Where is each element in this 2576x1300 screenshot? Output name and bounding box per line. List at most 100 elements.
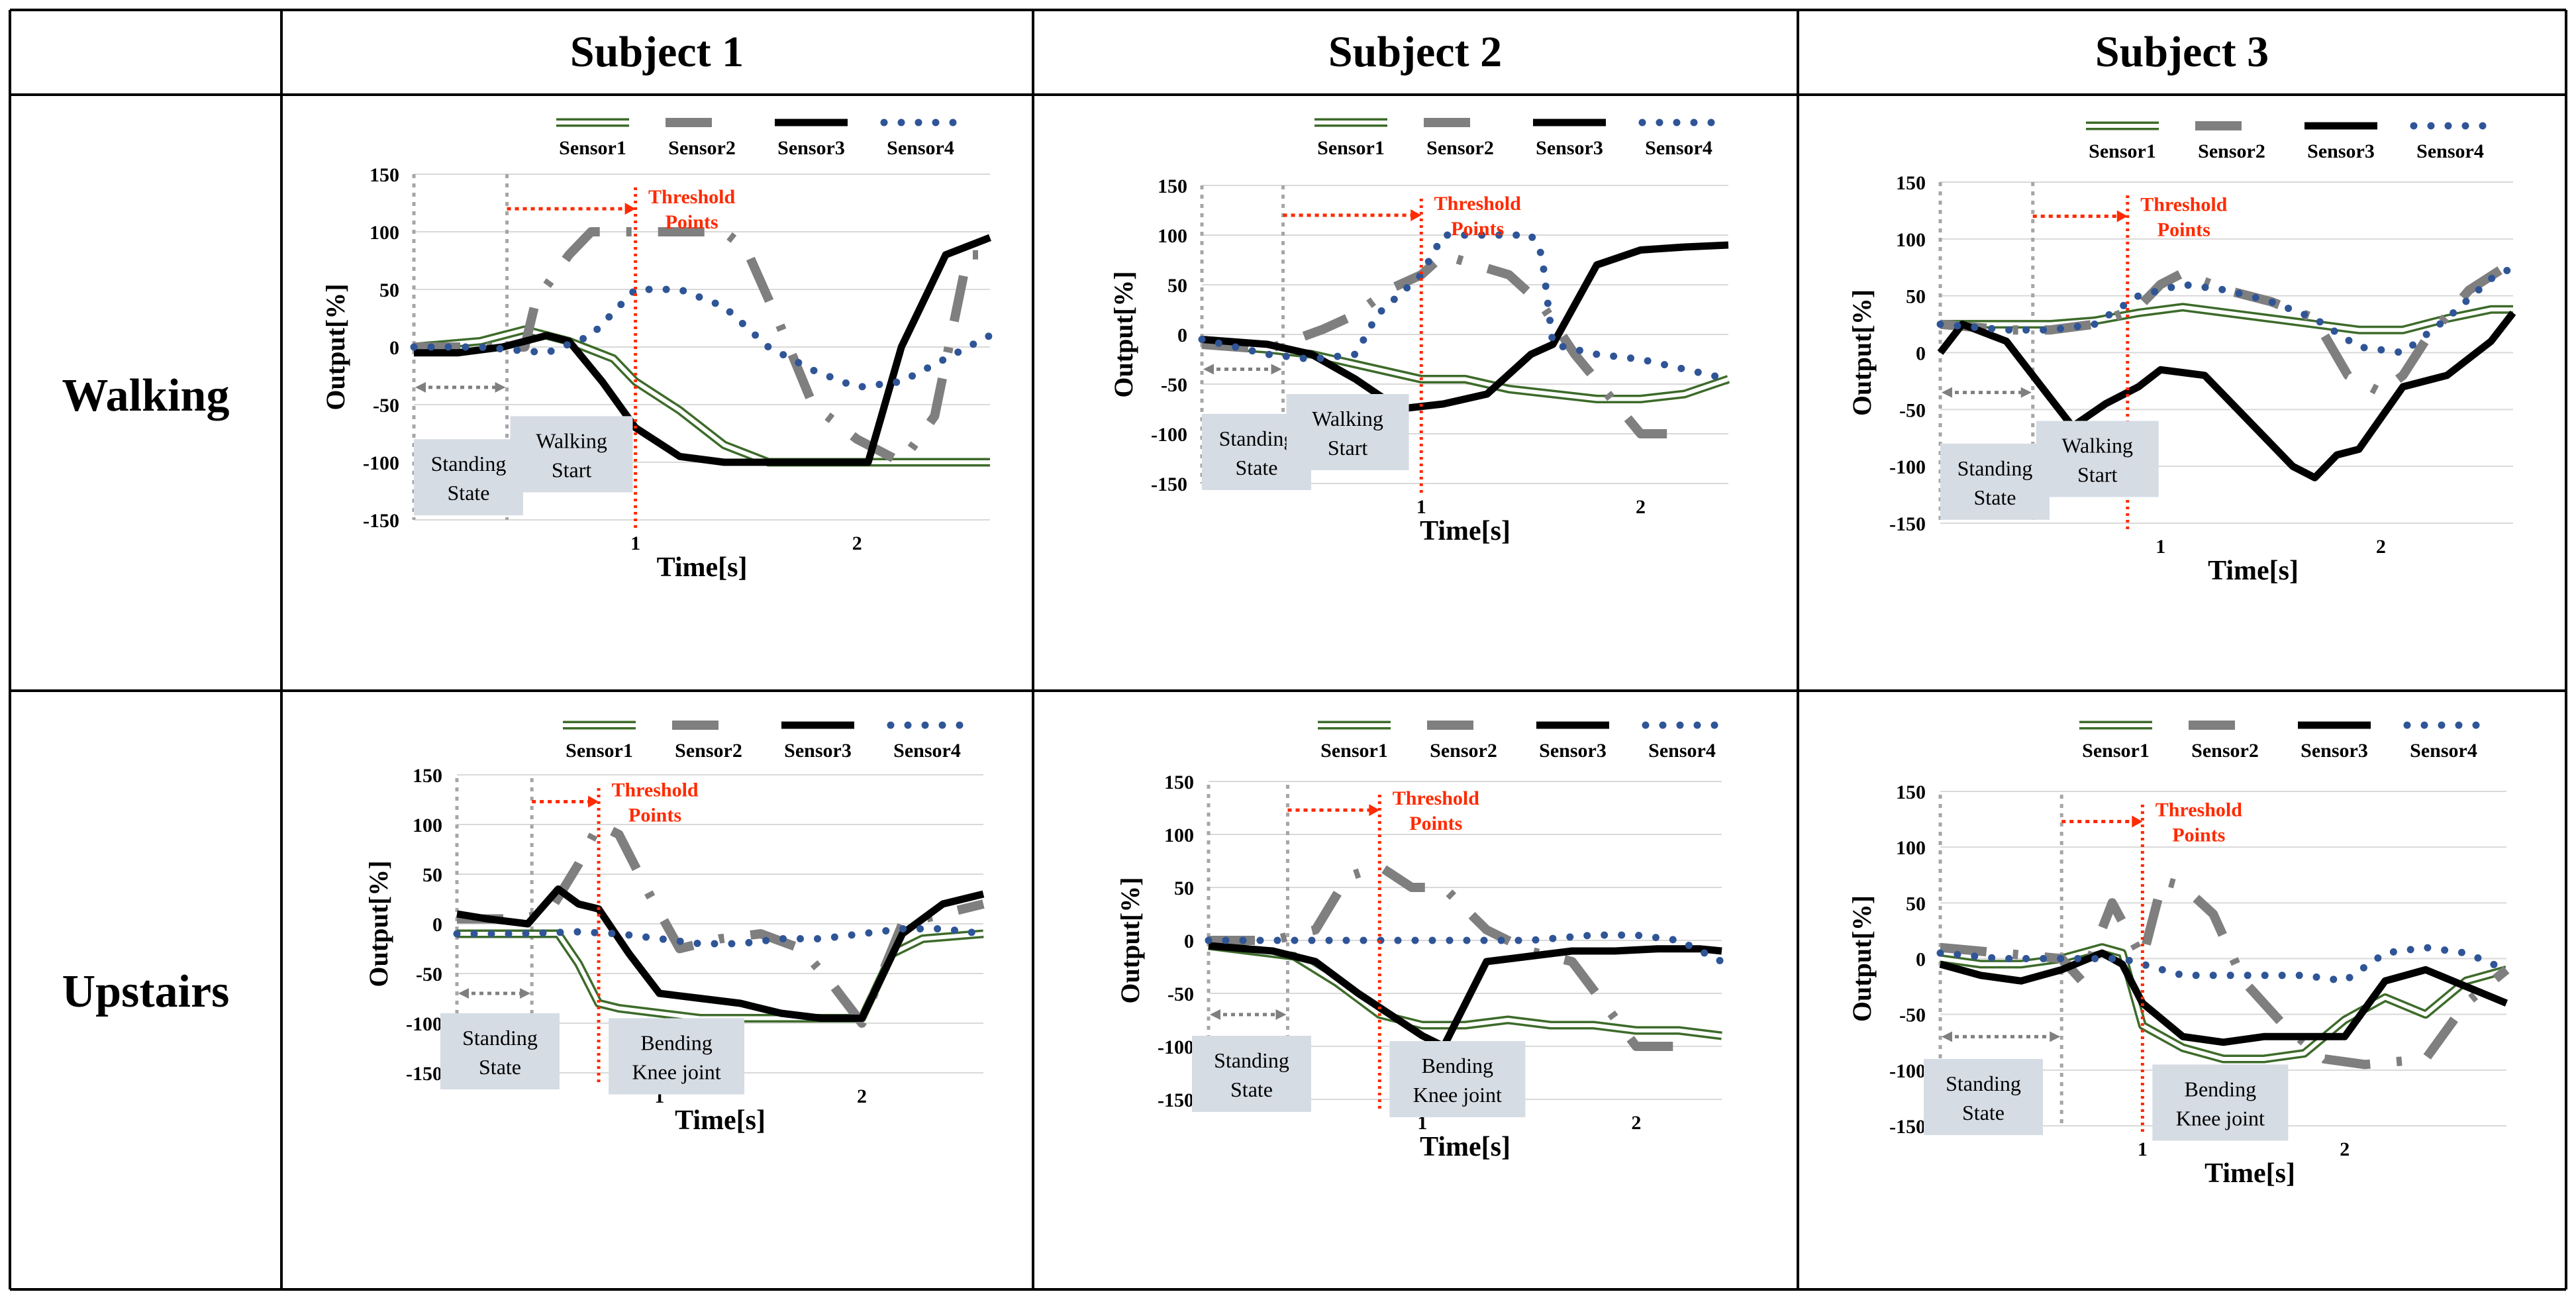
y-tick-label: -100 (1158, 1036, 1194, 1058)
threshold-arrow-head (624, 203, 636, 215)
y-tick-label: -50 (1899, 1005, 1926, 1026)
y-tick-label: -150 (1889, 513, 1926, 535)
series-sensor2 (1940, 875, 2510, 1070)
arrow-head-right (2050, 1031, 2061, 1042)
y-tick-label: 50 (379, 279, 399, 301)
standing-state-label-2: State (1974, 485, 2016, 509)
threshold-label-line1: Threshold (611, 779, 698, 801)
x-axis-title: Time[s] (675, 1105, 766, 1136)
y-tick-label: -150 (363, 510, 399, 532)
series-sensor2 (457, 820, 985, 1028)
arrow-head-left (1210, 1009, 1220, 1020)
y-tick-label: 100 (1164, 825, 1194, 846)
standing-state-label-2: State (479, 1055, 521, 1079)
y-tick-label: 50 (1174, 877, 1194, 899)
arrow-head-right (1275, 1009, 1287, 1020)
standing-state-label-1: Standing (1957, 456, 2033, 480)
standing-state-label-1: Standing (431, 452, 507, 475)
x-tick-label: 1 (2138, 1138, 2148, 1160)
phase-label-1: Bending (1422, 1054, 1493, 1077)
phase-label-1: Walking (1312, 407, 1383, 430)
row-header-walking: Walking (62, 370, 230, 421)
legend-label-sensor4: Sensor4 (893, 740, 961, 762)
arrow-head-right (495, 381, 506, 393)
x-tick-label: 2 (2340, 1138, 2350, 1160)
standing-state-box (414, 439, 523, 516)
y-tick-label: 50 (1167, 275, 1187, 297)
threshold-label-line2: Points (2172, 824, 2225, 846)
y-tick-label: 0 (1916, 343, 1926, 365)
y-tick-label: -50 (1167, 983, 1194, 1005)
y-tick-label: 150 (370, 164, 399, 186)
series-sensor1-inner (457, 932, 984, 1021)
legend-label-sensor4: Sensor4 (1648, 740, 1716, 762)
threshold-label-line2: Points (628, 805, 681, 826)
x-tick-label: 2 (2376, 536, 2386, 558)
y-tick-label: 100 (413, 815, 442, 836)
y-tick-label: -150 (1158, 1089, 1194, 1111)
standing-state-label-2: State (1236, 456, 1278, 479)
standing-state-label-2: State (448, 481, 490, 505)
series-sensor1 (1208, 941, 1722, 1040)
series-sensor3 (1201, 241, 1729, 413)
y-tick-label: 150 (1164, 772, 1194, 793)
y-tick-label: 0 (1177, 325, 1187, 346)
threshold-label-line2: Points (1451, 218, 1504, 240)
y-tick-label: -50 (373, 395, 399, 417)
phase-label-1: Bending (640, 1031, 712, 1055)
y-tick-label: 0 (389, 337, 399, 359)
chart-3: 150 100 50 0 -50 -100 -150 1 2 Time[s] Output[%] Th… (1847, 121, 2517, 586)
x-tick-label: 1 (2155, 536, 2165, 558)
phase-label-2: Knee joint (1413, 1083, 1502, 1107)
threshold-arrow-head (588, 795, 599, 808)
series-sensor4 (453, 925, 987, 948)
x-axis-title: Time[s] (657, 552, 748, 583)
threshold-label-line1: Threshold (648, 186, 735, 208)
y-tick-label: 50 (1906, 893, 1926, 915)
threshold-arrow-head (1411, 209, 1422, 221)
y-tick-label: -150 (1151, 474, 1187, 495)
arrow-head-left (415, 381, 426, 393)
legend-label-sensor3: Sensor3 (1536, 137, 1603, 159)
series-sensor2 (414, 227, 990, 467)
legend-label-sensor1: Sensor1 (559, 137, 626, 159)
phase-label-2: Start (2077, 463, 2118, 487)
threshold-arrow-head (2132, 815, 2143, 828)
x-tick-label: 1 (1417, 1112, 1427, 1134)
phase-box (2152, 1064, 2289, 1141)
x-axis-title: Time[s] (2204, 1158, 2295, 1189)
y-axis-title: Output[%] (1847, 895, 1877, 1022)
threshold-label-line2: Points (2157, 219, 2210, 241)
series-sensor4 (1936, 264, 2517, 356)
x-tick-label: 2 (852, 532, 862, 554)
y-tick-label: -150 (1889, 1116, 1926, 1138)
legend-label-sensor2: Sensor2 (675, 740, 742, 762)
arrow-head-left (1942, 387, 1952, 398)
arrow-head-left (458, 988, 469, 999)
series-sensor2 (1940, 258, 2516, 397)
chart-6: 150 100 50 0 -50 -100 -150 1 2 Time[s] Output[%] Th… (1847, 721, 2510, 1189)
phase-label-2: Knee joint (2176, 1106, 2265, 1130)
legend-label-sensor3: Sensor3 (2301, 740, 2368, 762)
table-borders (9, 9, 2567, 1291)
legend-label-sensor3: Sensor3 (784, 740, 852, 762)
arrow-head-right (1271, 364, 1282, 375)
y-tick-label: -100 (1889, 1060, 1926, 1082)
series-sensor3 (1937, 311, 2516, 481)
standing-state-box (440, 1013, 560, 1089)
phase-label-2: Start (1328, 436, 1368, 460)
x-tick-label: 2 (1636, 496, 1646, 518)
threshold-label-line2: Points (1409, 813, 1462, 834)
row-header-upstairs: Upstairs (62, 966, 230, 1017)
legend-label-sensor1: Sensor1 (1320, 740, 1388, 762)
y-tick-label: 50 (422, 864, 442, 886)
chart-5: 150 100 50 0 -50 -100 -150 1 2 Time[s] Output[%] Th… (1115, 721, 1726, 1162)
standing-state-box (1924, 1059, 2043, 1135)
x-tick-label: 2 (1631, 1112, 1641, 1134)
y-tick-label: 0 (1184, 930, 1194, 952)
legend-label-sensor4: Sensor4 (1645, 137, 1712, 159)
phase-label-2: Knee joint (632, 1060, 720, 1084)
phase-box (1286, 394, 1409, 470)
